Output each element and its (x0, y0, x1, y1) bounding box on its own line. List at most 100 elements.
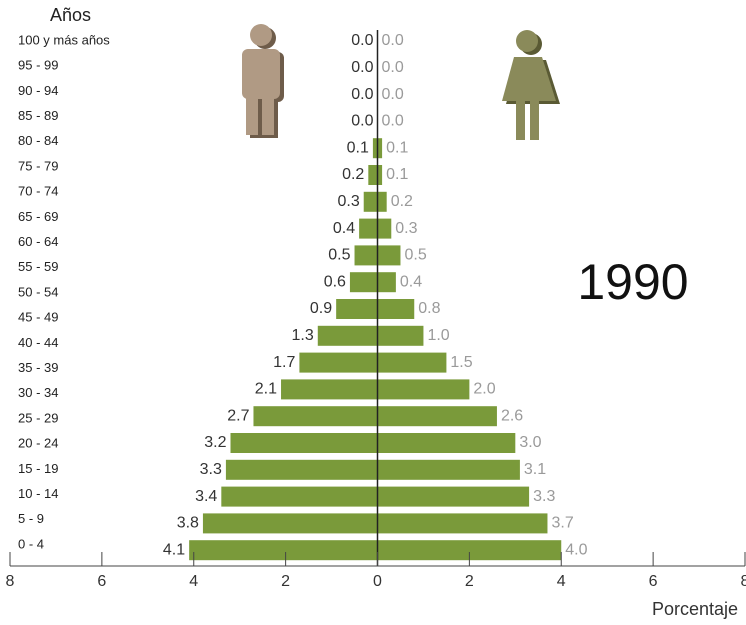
value-label: 3.1 (524, 461, 546, 478)
age-label: 15 - 19 (18, 461, 58, 476)
bar (359, 218, 378, 239)
age-label: 70 - 74 (18, 184, 58, 199)
bar (377, 486, 530, 507)
value-label: 2.6 (501, 407, 523, 424)
bar (317, 325, 378, 346)
bar (377, 245, 401, 266)
age-label: 65 - 69 (18, 209, 58, 224)
age-label: 10 - 14 (18, 486, 58, 501)
bar (225, 459, 378, 480)
value-label: 3.8 (177, 515, 199, 532)
bar (377, 299, 415, 319)
bar (299, 352, 378, 373)
age-label: 35 - 39 (18, 360, 58, 375)
x-tick-label: 2 (465, 573, 474, 590)
x-tick-label: 0 (373, 573, 382, 590)
age-label: 90 - 94 (18, 83, 58, 98)
age-label: 60 - 64 (18, 234, 58, 249)
x-tick-label: 6 (649, 573, 658, 590)
woman-icon (502, 30, 560, 140)
value-label: 0.1 (347, 139, 369, 156)
value-label: 1.0 (427, 327, 449, 344)
y-axis-label: Años (50, 5, 91, 25)
value-label: 0.3 (395, 220, 417, 237)
bar (221, 486, 378, 507)
bar (377, 218, 392, 239)
bar (377, 406, 497, 427)
value-label: 3.3 (200, 461, 222, 478)
value-label: 0.3 (337, 193, 359, 210)
value-label: 0.0 (382, 113, 404, 130)
value-label: 0.5 (404, 247, 426, 264)
age-label: 20 - 24 (18, 436, 58, 451)
bar (377, 138, 383, 159)
bar (372, 138, 378, 159)
bar (377, 191, 387, 212)
value-label: 0.0 (382, 86, 404, 103)
age-label: 95 - 99 (18, 58, 58, 73)
age-label: 45 - 49 (18, 310, 58, 325)
x-tick-label: 8 (6, 573, 15, 590)
bar (377, 325, 424, 346)
value-label: 3.4 (195, 488, 217, 505)
bar (189, 540, 378, 561)
value-label: 1.3 (292, 327, 314, 344)
value-label: 0.5 (328, 247, 350, 264)
value-label: 0.4 (400, 273, 422, 290)
value-label: 0.9 (310, 300, 332, 317)
bar (253, 406, 378, 427)
value-label: 3.3 (533, 488, 555, 505)
bar (281, 379, 378, 400)
value-label: 1.7 (273, 354, 295, 371)
value-label: 2.1 (255, 381, 277, 398)
bar (377, 433, 516, 453)
value-label: 0.4 (333, 220, 355, 237)
age-label: 50 - 54 (18, 284, 58, 299)
bar (377, 165, 383, 185)
chart-title: 1990 (577, 254, 688, 310)
bar (377, 540, 562, 561)
bar (349, 272, 378, 293)
bar (363, 191, 378, 212)
value-label: 0.0 (351, 59, 373, 76)
age-label: 5 - 9 (18, 511, 44, 526)
bar (377, 513, 548, 534)
value-label: 2.7 (227, 407, 249, 424)
value-label: 0.0 (351, 86, 373, 103)
bar (336, 299, 378, 319)
bar (377, 352, 447, 373)
value-label: 0.0 (351, 113, 373, 130)
value-label: 4.0 (565, 541, 587, 558)
value-label: 0.6 (324, 273, 346, 290)
bar (377, 459, 520, 480)
x-tick-label: 8 (741, 573, 746, 590)
x-tick-label: 4 (557, 573, 566, 590)
value-label: 3.2 (204, 434, 226, 451)
bar (377, 272, 396, 293)
value-label: 3.0 (519, 434, 541, 451)
age-label: 75 - 79 (18, 158, 58, 173)
age-label: 30 - 34 (18, 385, 58, 400)
x-tick-label: 6 (97, 573, 106, 590)
value-label: 0.0 (382, 32, 404, 49)
value-label: 3.7 (551, 515, 573, 532)
value-label: 4.1 (163, 541, 185, 558)
bar (368, 165, 378, 185)
value-label: 2.0 (473, 381, 495, 398)
bar (354, 245, 378, 266)
bar (230, 433, 378, 453)
value-label: 0.1 (386, 166, 408, 183)
value-label: 0.2 (342, 166, 364, 183)
value-label: 1.5 (450, 354, 472, 371)
age-label: 85 - 89 (18, 108, 58, 123)
x-tick-label: 4 (189, 573, 198, 590)
bar (377, 379, 470, 400)
value-label: 0.1 (386, 139, 408, 156)
age-label: 100 y más años (18, 32, 110, 47)
man-icon (242, 24, 284, 138)
x-tick-label: 2 (281, 573, 290, 590)
x-axis-label: Porcentaje (652, 599, 738, 619)
age-label: 55 - 59 (18, 259, 58, 274)
value-label: 0.2 (391, 193, 413, 210)
